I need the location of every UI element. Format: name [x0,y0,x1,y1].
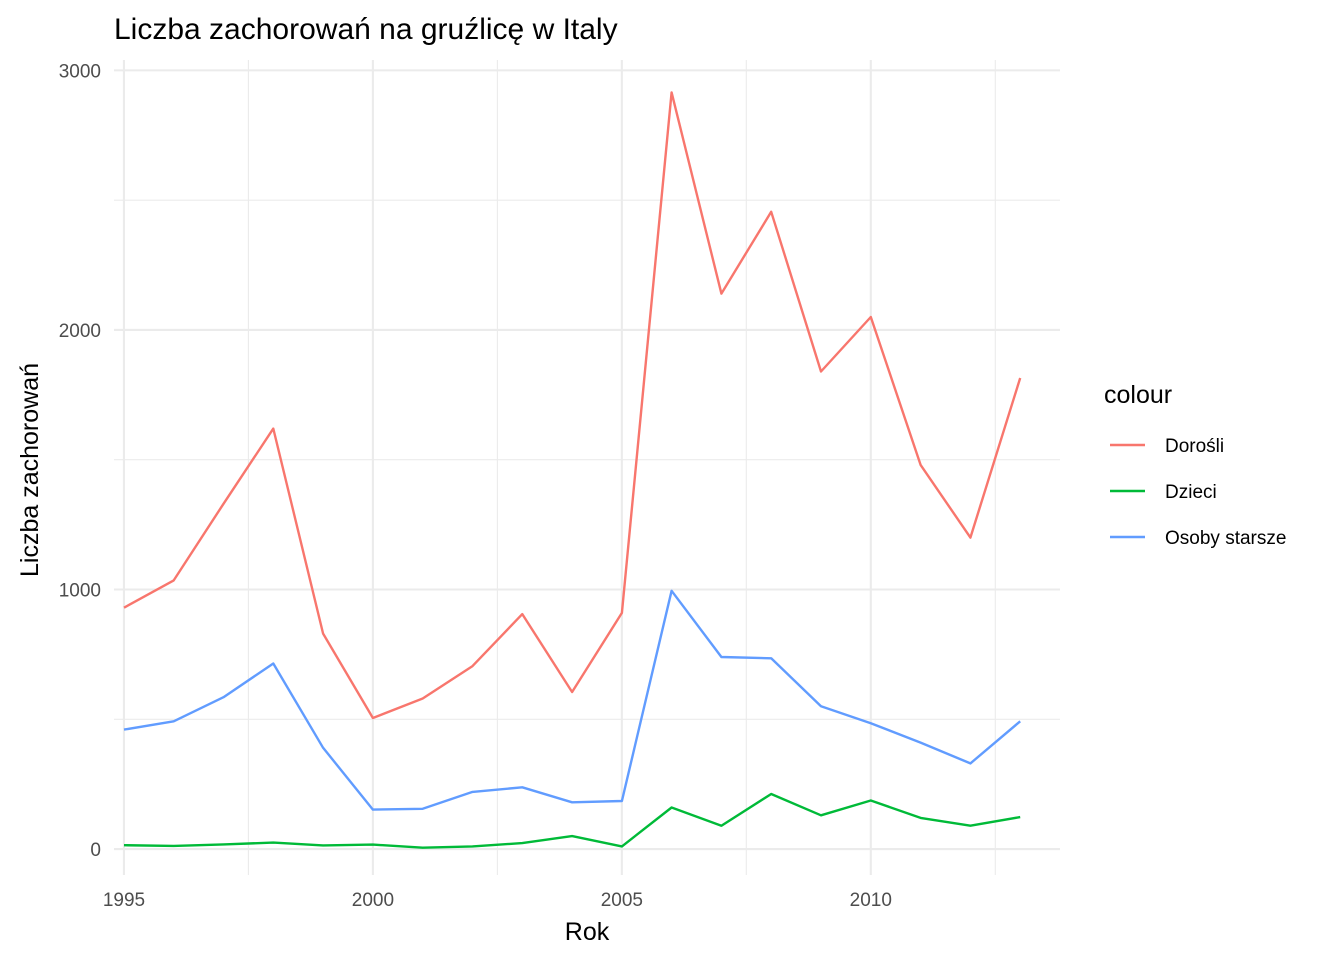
legend: colour Dorośli Dzieci Osoby starsze [1104,381,1286,549]
series-line [123,792,1021,849]
y-axis-ticks: 0 1000 2000 3000 [59,61,101,861]
y-tick-label: 0 [90,840,101,861]
x-tick-label: 2005 [601,890,643,911]
x-tick-label: 2010 [850,890,892,911]
legend-label: Dorośli [1165,436,1224,457]
series-line [123,91,1022,720]
series-lines [123,91,1022,849]
x-tick-label: 1995 [103,890,145,911]
y-tick-label: 1000 [59,580,101,601]
x-axis-ticks: 1995 2000 2005 2010 [103,890,892,911]
x-tick-label: 2000 [352,890,394,911]
chart-title: Liczba zachorowań na gruźlicę w Italy [114,13,618,46]
grid [114,60,1060,875]
series-line [123,589,1021,811]
legend-label: Dzieci [1165,482,1217,503]
y-axis-title: Liczba zachorowań [16,363,44,577]
y-tick-label: 2000 [59,321,101,342]
legend-label: Osoby starsze [1165,528,1286,549]
y-tick-label: 3000 [59,61,101,82]
x-axis-title: Rok [565,918,610,946]
legend-title: colour [1104,381,1172,409]
